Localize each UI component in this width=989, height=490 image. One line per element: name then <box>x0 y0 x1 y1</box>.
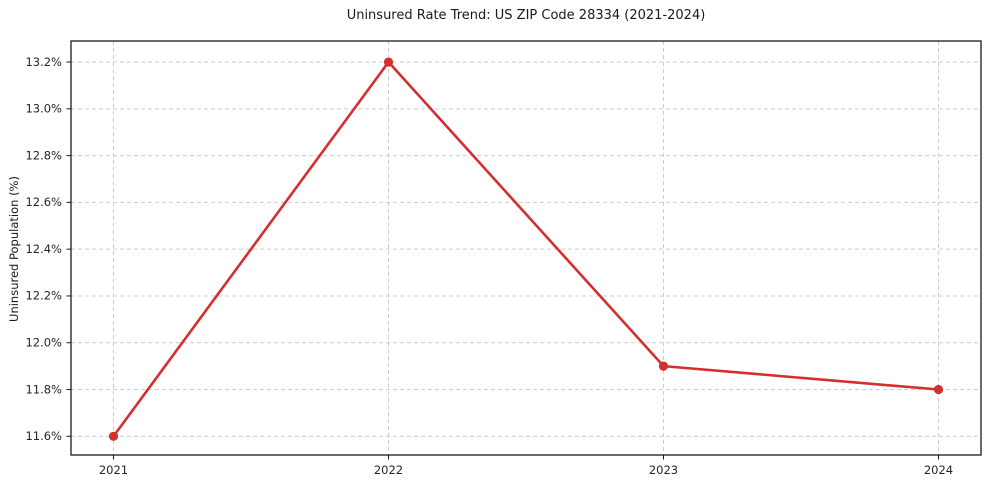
trend-line <box>112 60 940 438</box>
x-tick-label: 2022 <box>374 463 403 477</box>
data-point-marker <box>933 384 944 395</box>
data-point-marker <box>383 57 394 67</box>
x-tick-label: 2024 <box>924 463 953 477</box>
chart-title: Uninsured Rate Trend: US ZIP Code 28334 … <box>346 8 706 23</box>
y-tick-label: 11.6% <box>25 429 62 443</box>
data-point-marker <box>108 431 119 441</box>
plot-border <box>70 40 982 456</box>
y-tick-label: 12.4% <box>25 242 62 256</box>
y-tick-label: 12.0% <box>25 336 62 350</box>
y-tick-label: 12.8% <box>25 148 62 162</box>
y-axis-title: Uninsured Population (%) <box>7 176 21 322</box>
x-tick-label: 2023 <box>649 463 678 477</box>
y-tick-label: 12.2% <box>25 289 62 303</box>
y-tick-label: 11.8% <box>25 382 62 396</box>
y-tick-label: 12.6% <box>25 195 62 209</box>
data-point-marker <box>658 361 669 371</box>
x-tick-label: 2021 <box>99 463 128 477</box>
y-tick-label: 13.0% <box>25 102 62 116</box>
y-tick-label: 13.2% <box>25 55 62 69</box>
